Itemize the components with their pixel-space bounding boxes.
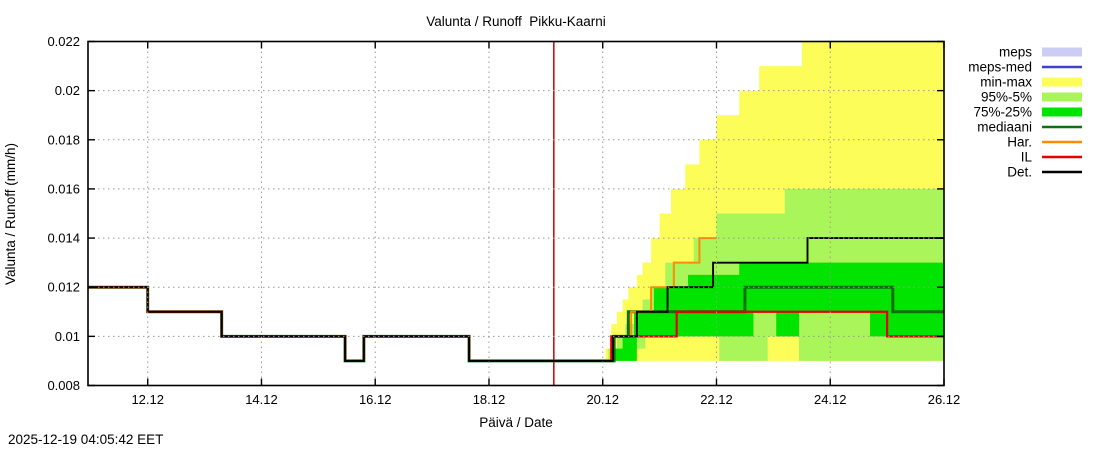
y-axis-label: Valunta / Runoff (mm/h) (3, 143, 18, 285)
y-tick-label: 0.016 (47, 181, 80, 196)
y-tick-labels: 0.008 0.01 0.012 0.014 0.016 0.018 0.02 0.022 (47, 34, 80, 393)
legend-label-meps: meps (999, 45, 1032, 60)
timestamp: 2025-12-19 04:05:42 EET (8, 432, 163, 447)
legend: mepsmeps-medmin-max95%-5%75%-25%mediaani… (968, 45, 1082, 180)
chart-title: Valunta / Runoff Pikku-Kaarni (426, 14, 606, 29)
legend-label-75-25: 75%-25% (973, 105, 1032, 120)
x-tick-label: 22.12 (700, 392, 733, 407)
y-tick-label: 0.01 (55, 329, 80, 344)
plot-frame-and-ticks (87, 40, 945, 387)
legend-label-95-5: 95%-5% (981, 90, 1032, 105)
legend-label-min-max: min-max (980, 75, 1032, 90)
data-series-lines (88, 237, 944, 363)
legend-label-il: IL (1021, 150, 1033, 165)
x-tick-label: 24.12 (814, 392, 847, 407)
series-line-det (88, 237, 944, 362)
legend-label-mediaani: mediaani (977, 120, 1032, 135)
x-tick-label: 12.12 (131, 392, 164, 407)
y-tick-label: 0.02 (55, 83, 80, 98)
legend-label-har: Har. (1007, 135, 1032, 150)
y-tick-label: 0.008 (47, 378, 80, 393)
legend-swatch-95-5 (1042, 92, 1082, 102)
legend-swatch-meps (1042, 47, 1082, 57)
x-tick-label: 14.12 (245, 392, 278, 407)
legend-swatch-min-max (1042, 77, 1082, 87)
x-tick-label: 26.12 (928, 392, 961, 407)
x-tick-label: 20.12 (586, 392, 619, 407)
y-tick-label: 0.022 (47, 34, 80, 49)
y-tick-label: 0.018 (47, 132, 80, 147)
legend-swatch-75-25 (1042, 107, 1082, 117)
x-tick-label: 16.12 (359, 392, 392, 407)
y-tick-label: 0.012 (47, 280, 80, 295)
legend-label-meps-med: meps-med (968, 60, 1032, 75)
legend-label-det: Det. (1007, 165, 1032, 180)
y-tick-label: 0.014 (47, 231, 80, 246)
x-tick-labels: 12.12 14.12 16.12 18.12 20.12 22.12 24.12 26.12 (131, 392, 960, 407)
x-tick-label: 18.12 (473, 392, 506, 407)
plot-border (87, 40, 945, 387)
x-axis-label: Päivä / Date (479, 415, 553, 430)
